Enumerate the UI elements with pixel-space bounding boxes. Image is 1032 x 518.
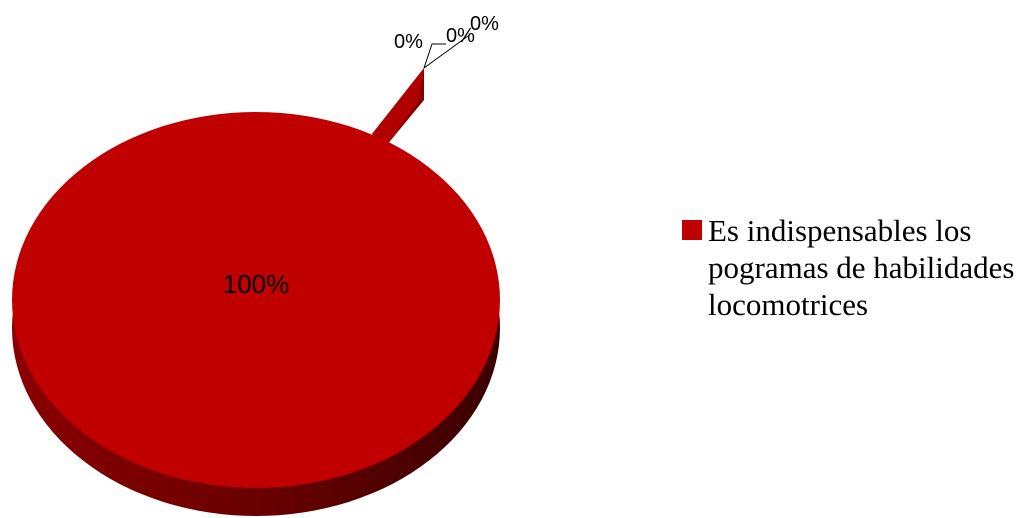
pie-slice-main: [12, 112, 500, 488]
data-label-small-1: 0%: [394, 31, 423, 53]
data-label-small-2: 0%: [446, 25, 475, 47]
leader-line: [423, 35, 469, 69]
legend: Es indispensables los pogramas de habili…: [682, 212, 1027, 323]
legend-label: Es indispensables los pogramas de habili…: [708, 213, 1015, 322]
legend-swatch: [682, 220, 702, 240]
data-label-small-3: 0%: [470, 13, 499, 35]
pie-slice-wedge-top: [372, 68, 424, 146]
leader-line: [423, 43, 446, 69]
data-label-main: 100%: [223, 269, 290, 299]
